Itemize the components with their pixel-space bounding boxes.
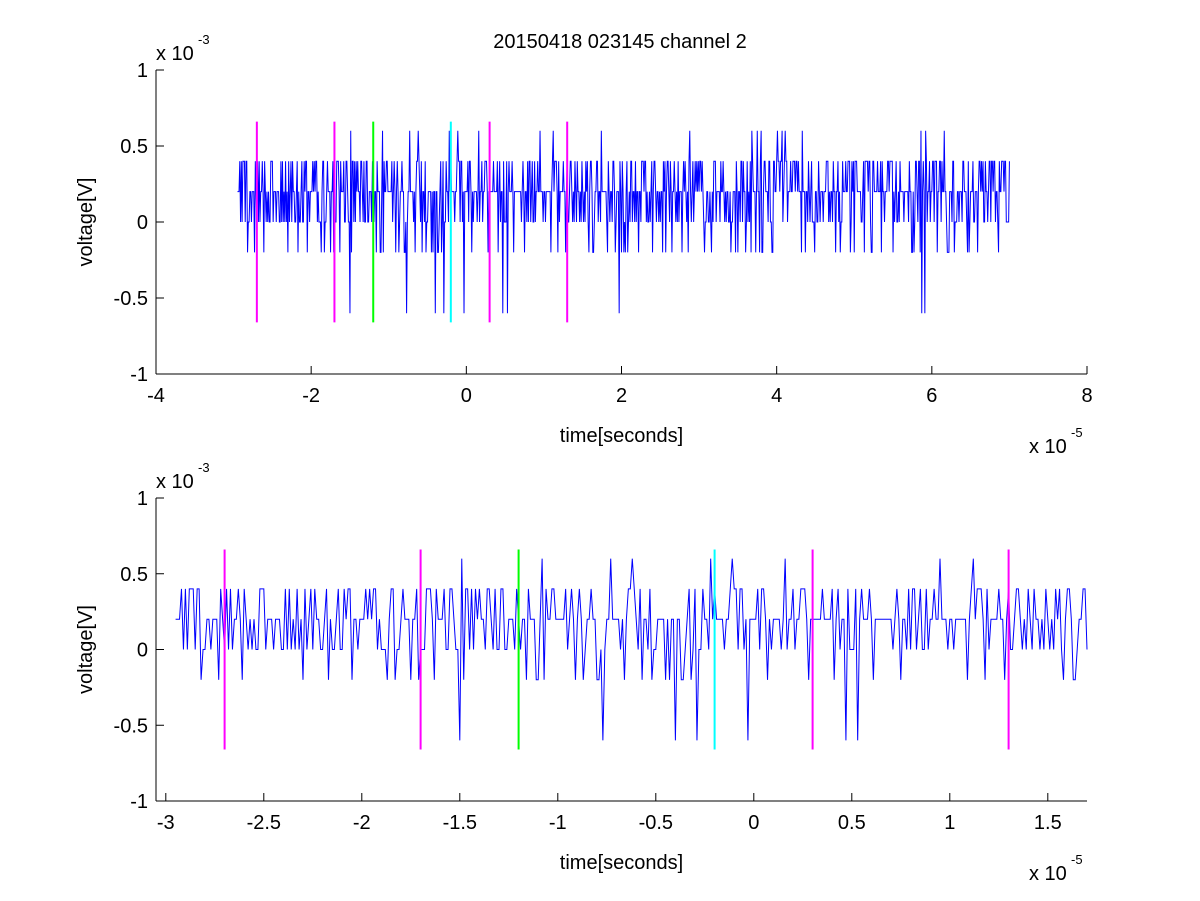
y-tick-label: 0.5 — [120, 564, 148, 586]
x-tick-label: 6 — [926, 385, 937, 407]
x-tick-label: 4 — [771, 385, 782, 407]
x-exponent-power: -5 — [1071, 852, 1083, 867]
y-axis-label: voltage[V] — [75, 605, 97, 694]
y-tick-label: 0 — [137, 640, 148, 662]
x-axis-label: time[seconds] — [560, 425, 683, 447]
x-tick-label: 1.5 — [1034, 812, 1062, 834]
x-tick-label: 0.5 — [838, 812, 866, 834]
x-tick-label: 0 — [461, 385, 472, 407]
y-tick-label: -0.5 — [114, 715, 148, 737]
y-tick-label: 1 — [137, 60, 148, 82]
x-tick-label: -2 — [302, 385, 320, 407]
x-tick-label: -2.5 — [247, 812, 281, 834]
x-exponent-power: -5 — [1071, 425, 1083, 440]
x-tick-label: -1.5 — [443, 812, 477, 834]
y-exponent-base: x 10 — [156, 471, 194, 493]
y-tick-label: -1 — [130, 791, 148, 813]
y-tick-label: 0.5 — [120, 136, 148, 158]
x-tick-label: 1 — [944, 812, 955, 834]
bottom-axes: -3 -2.5 -2 -1.5 -1 -0.5 0 0.5 1 1.5 -1 -0.5 0 0.5 1 tim… — [75, 460, 1088, 885]
y-tick-label: 0 — [137, 212, 148, 234]
top-axes: -4 -2 0 2 4 6 8 -1 -0.5 0 0.5 1 time[seconds] voltage… — [75, 32, 1093, 458]
x-tick-label: -1 — [549, 812, 567, 834]
signal-trace — [237, 130, 1010, 314]
x-tick-label: -4 — [147, 385, 165, 407]
y-axis-label: voltage[V] — [75, 178, 97, 267]
x-tick-label: 2 — [616, 385, 627, 407]
x-exponent-base: x 10 — [1029, 436, 1067, 458]
x-tick-label: -0.5 — [639, 812, 673, 834]
x-tick-label: 0 — [748, 812, 759, 834]
signal-trace — [175, 558, 1088, 741]
y-exponent-power: -3 — [198, 460, 210, 475]
y-exponent-power: -3 — [198, 32, 210, 47]
x-axis-label: time[seconds] — [560, 852, 683, 874]
y-tick-label: 1 — [137, 488, 148, 510]
x-tick-label: -3 — [157, 812, 175, 834]
x-tick-label: 8 — [1081, 385, 1092, 407]
y-tick-label: -0.5 — [114, 288, 148, 310]
y-tick-label: -1 — [130, 364, 148, 386]
figure-title: 20150418 023145 channel 2 — [493, 31, 747, 53]
y-exponent-base: x 10 — [156, 43, 194, 65]
x-tick-label: -2 — [353, 812, 371, 834]
x-exponent-base: x 10 — [1029, 863, 1067, 885]
